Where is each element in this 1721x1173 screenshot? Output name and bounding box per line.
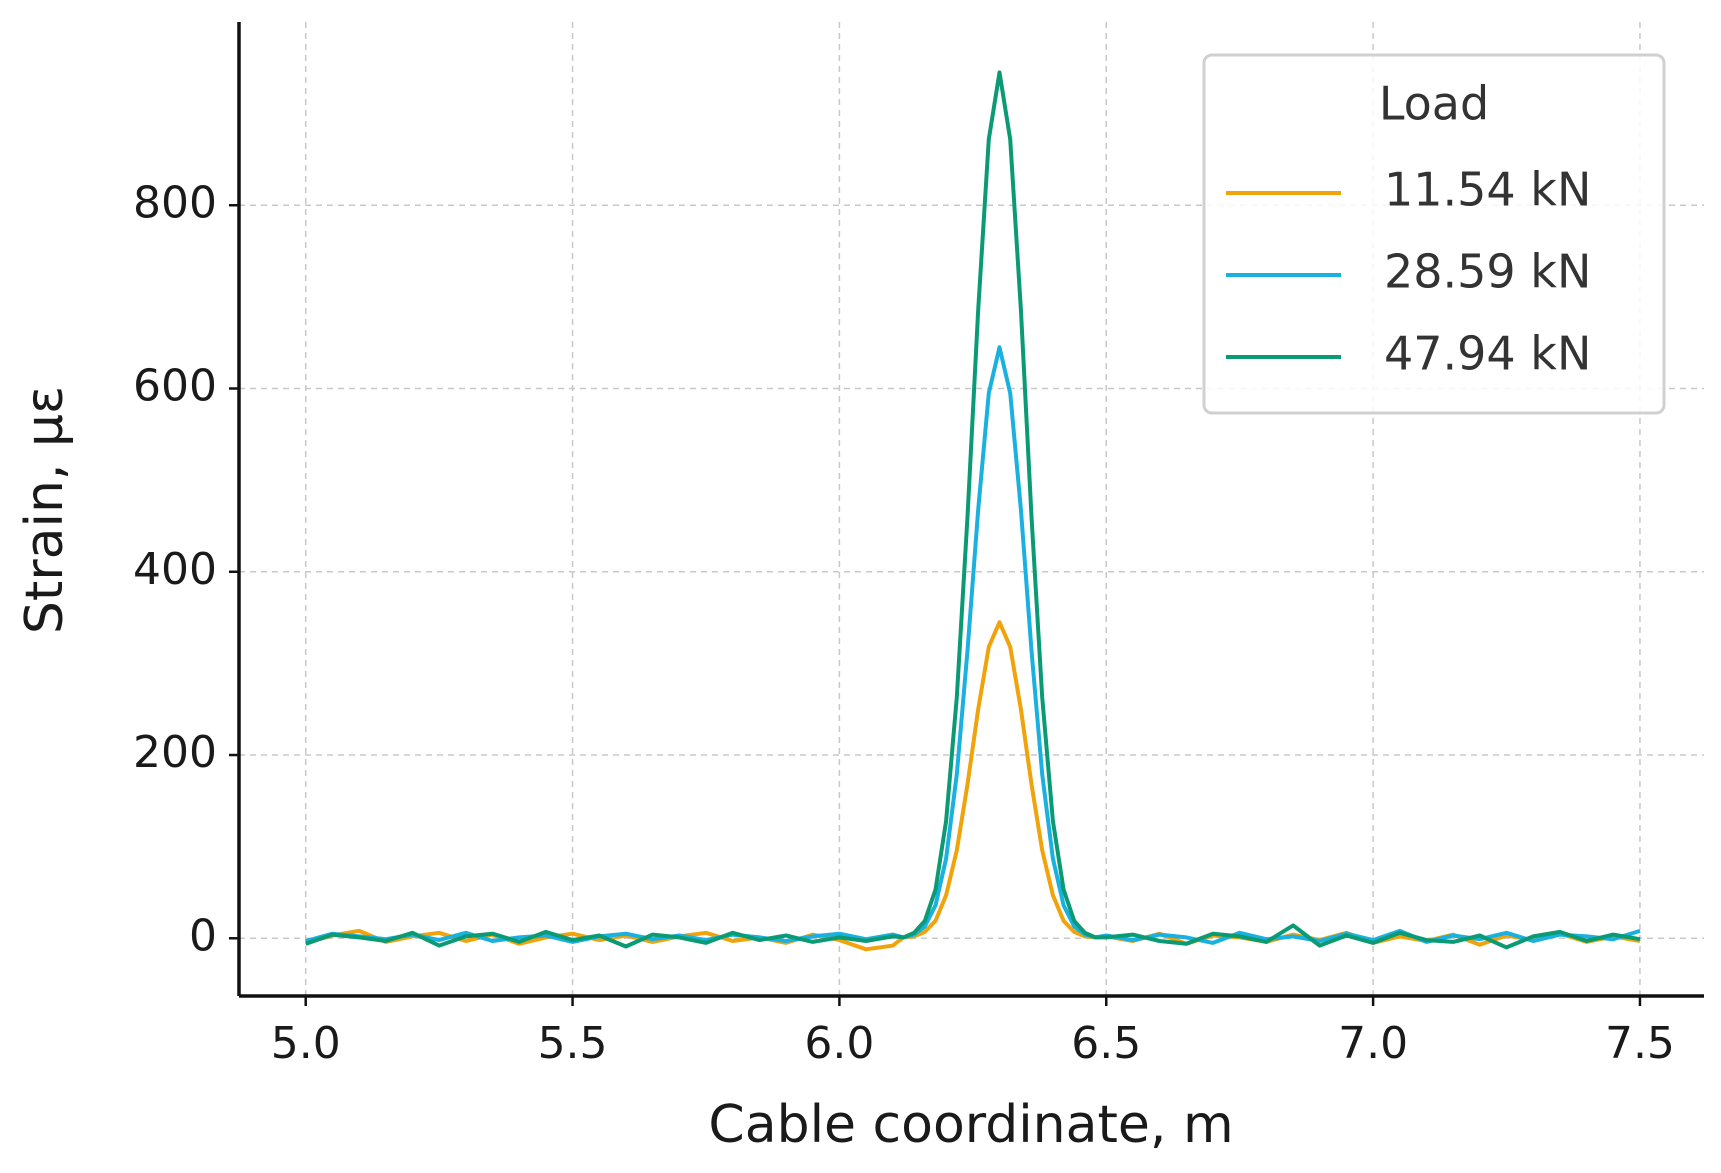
x-tick-label: 6.0 xyxy=(804,1018,874,1069)
y-axis-label: Strain, με xyxy=(15,386,75,634)
y-tick-label: 400 xyxy=(133,544,217,595)
x-tick-label: 7.0 xyxy=(1338,1018,1408,1069)
legend-label: 47.94 kN xyxy=(1384,327,1591,381)
x-tick-label: 5.0 xyxy=(271,1018,341,1069)
y-tick-label: 800 xyxy=(133,177,217,228)
series-line xyxy=(305,70,1641,950)
legend-label: 28.59 kN xyxy=(1384,245,1591,299)
y-tick-label: 0 xyxy=(189,910,217,961)
x-tick-label: 6.5 xyxy=(1071,1018,1141,1069)
x-tick-label: 5.5 xyxy=(538,1018,608,1069)
x-axis-label: Cable coordinate, m xyxy=(708,1095,1233,1155)
y-tick-label: 600 xyxy=(133,361,217,412)
legend-label: 11.54 kN xyxy=(1384,163,1591,217)
legend-box xyxy=(1202,53,1666,415)
y-tick-label: 200 xyxy=(133,727,217,778)
series-line xyxy=(305,620,1641,952)
x-tick-label: 7.5 xyxy=(1605,1018,1675,1069)
legend-title: Load xyxy=(1379,77,1489,131)
